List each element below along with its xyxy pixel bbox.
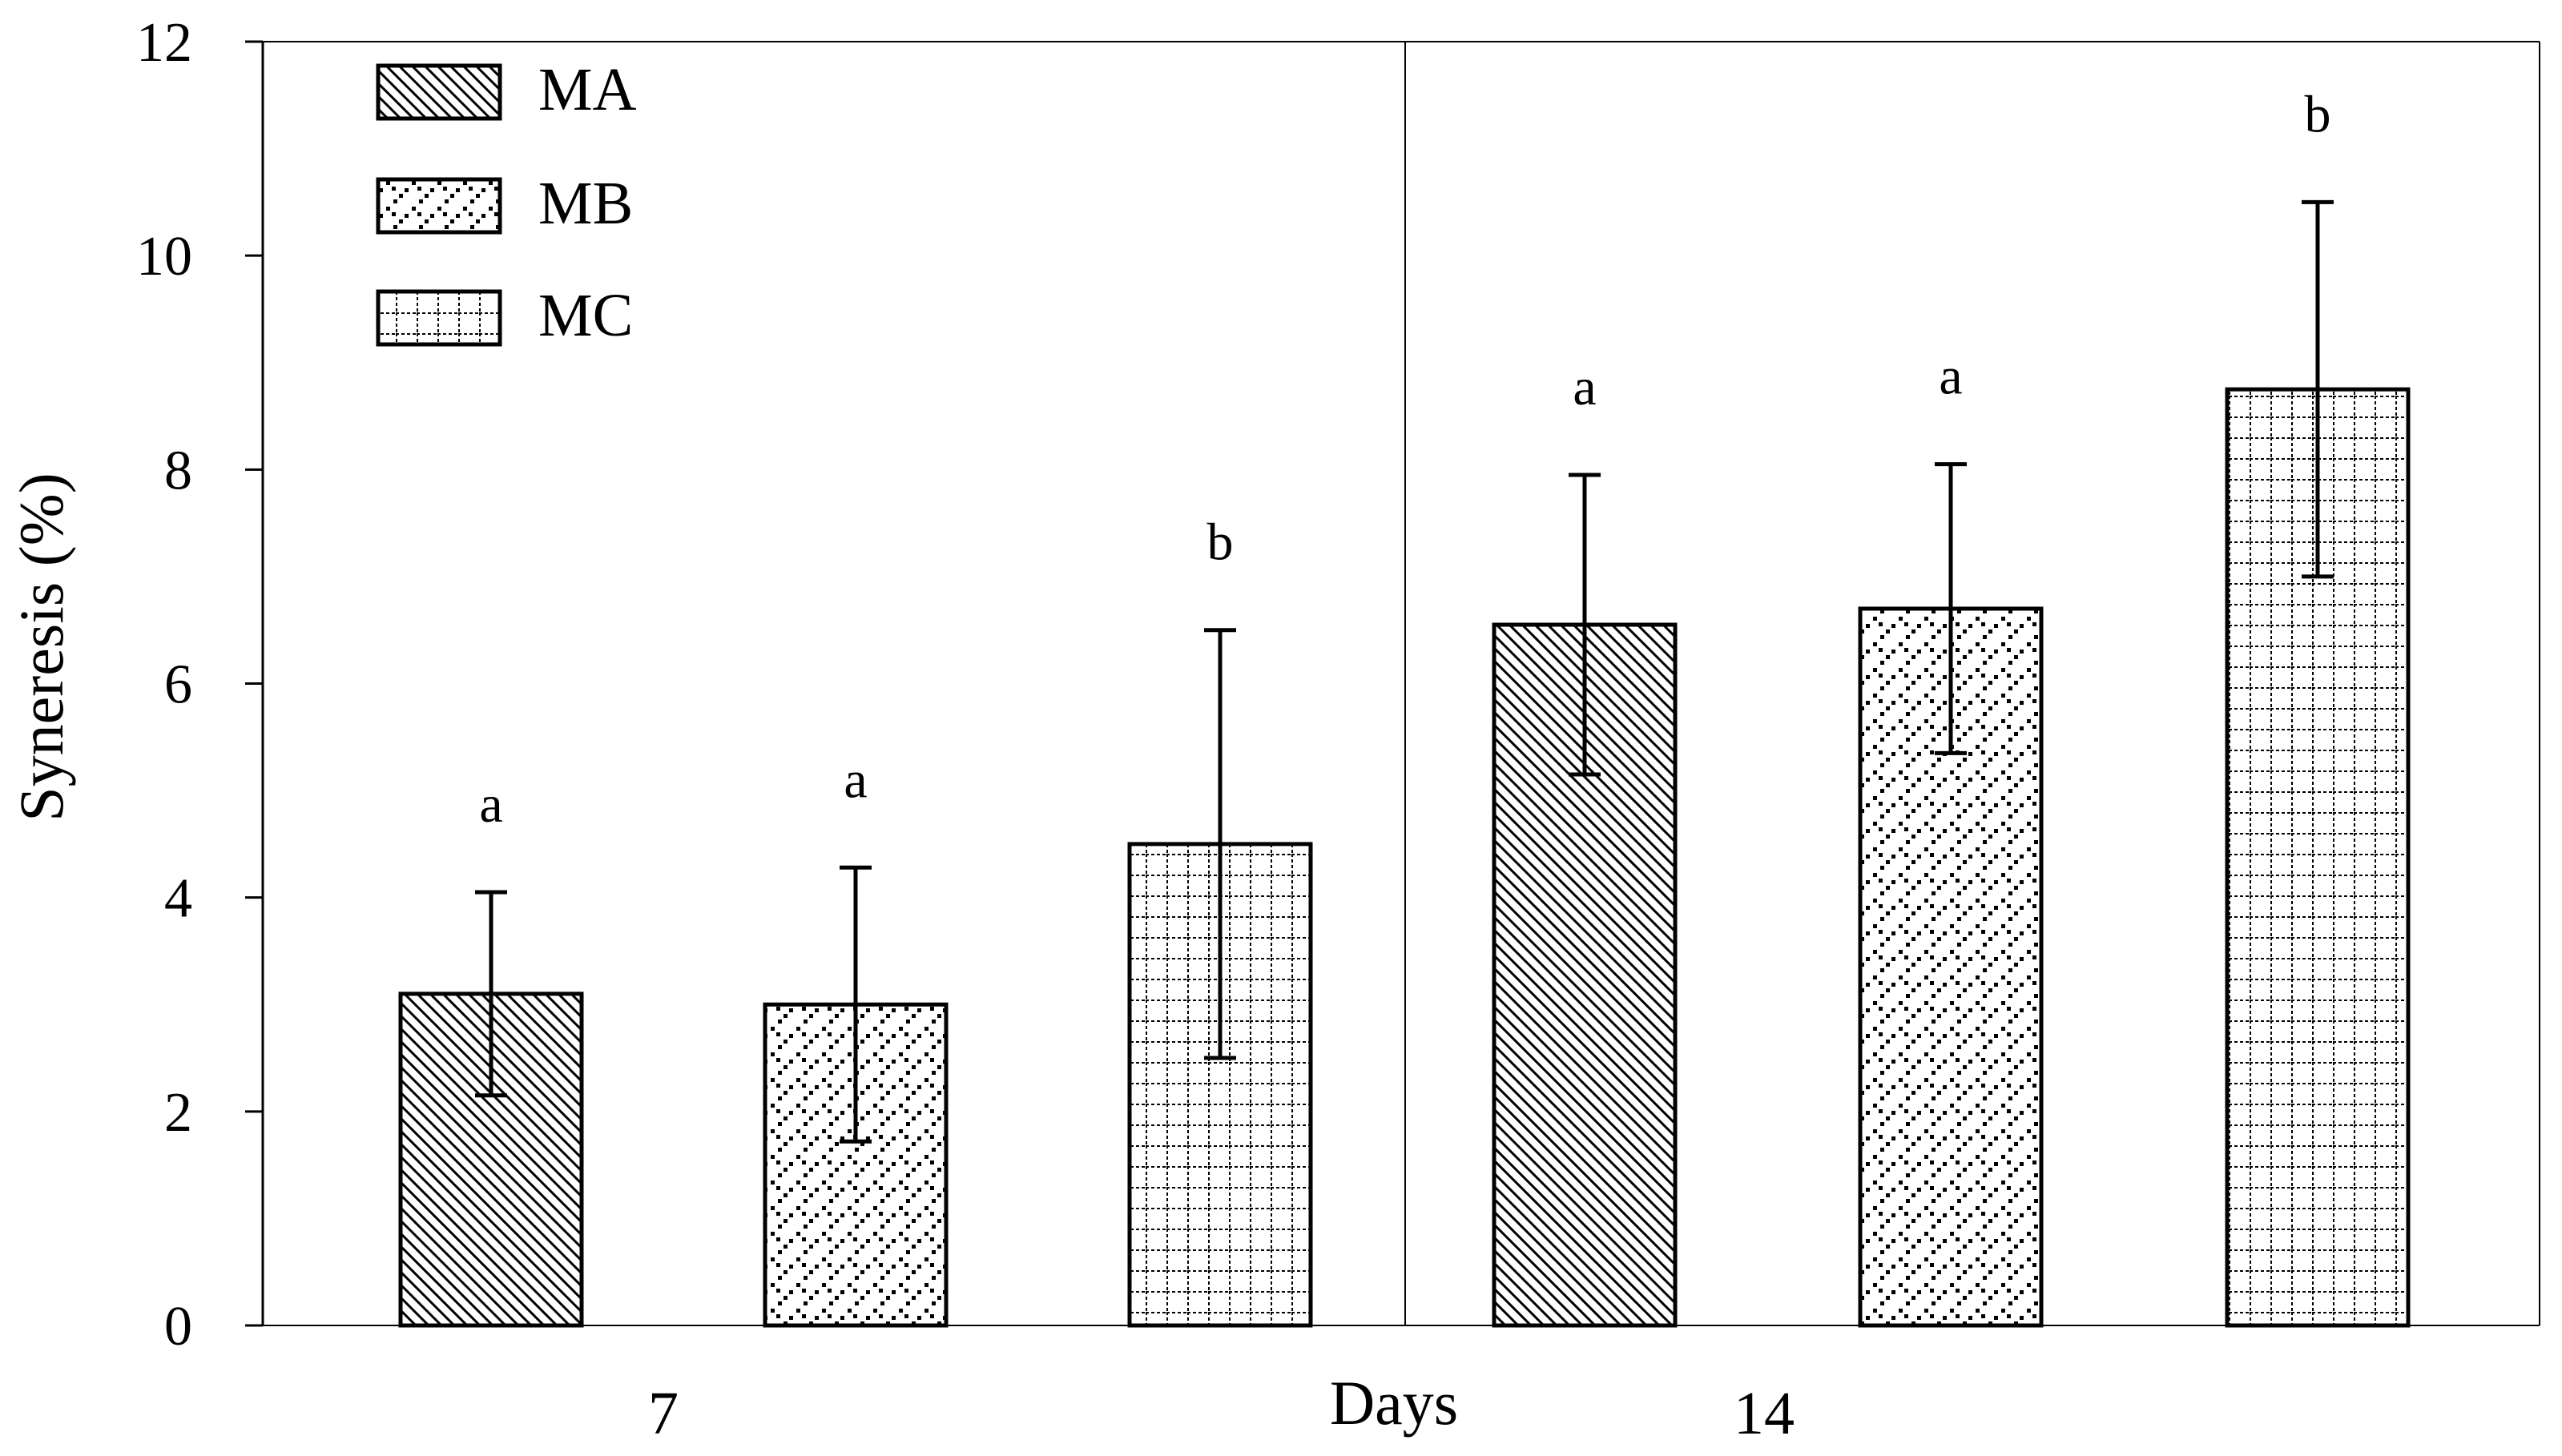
legend-swatch — [376, 289, 502, 347]
legend: MA MB MC — [376, 56, 637, 349]
significance-letter: b — [2305, 85, 2331, 143]
legend-swatch — [376, 177, 502, 235]
y-tick-label: 12 — [136, 12, 192, 74]
y-tick-label: 2 — [164, 1082, 192, 1144]
y-axis-title: Syneresis (%) — [6, 473, 76, 821]
plot-frame — [263, 41, 2540, 1326]
bars: a a b a a b — [398, 85, 2411, 1328]
x-axis-title: Days — [1330, 1368, 1458, 1438]
significance-letter: a — [1939, 348, 1962, 406]
x-axis: 7 14 — [648, 1380, 1795, 1447]
significance-letter: a — [844, 750, 867, 809]
legend-label: MB — [538, 170, 633, 237]
y-tick-label: 4 — [164, 868, 192, 930]
x-tick-label: 7 — [648, 1380, 679, 1447]
y-tick-label: 6 — [164, 654, 192, 716]
x-tick-label: 14 — [1734, 1380, 1795, 1447]
y-tick-label: 8 — [164, 440, 192, 501]
legend-label: MC — [538, 282, 633, 349]
significance-letter: b — [1207, 513, 1234, 572]
y-axis: 0 2 4 6 8 10 12 — [136, 12, 264, 1357]
y-tick-label: 10 — [136, 226, 192, 288]
significance-letter: a — [479, 775, 502, 834]
y-tick-label: 0 — [164, 1296, 192, 1357]
legend-swatch — [376, 63, 502, 121]
legend-label: MA — [538, 56, 637, 123]
significance-letter: a — [1573, 358, 1596, 416]
